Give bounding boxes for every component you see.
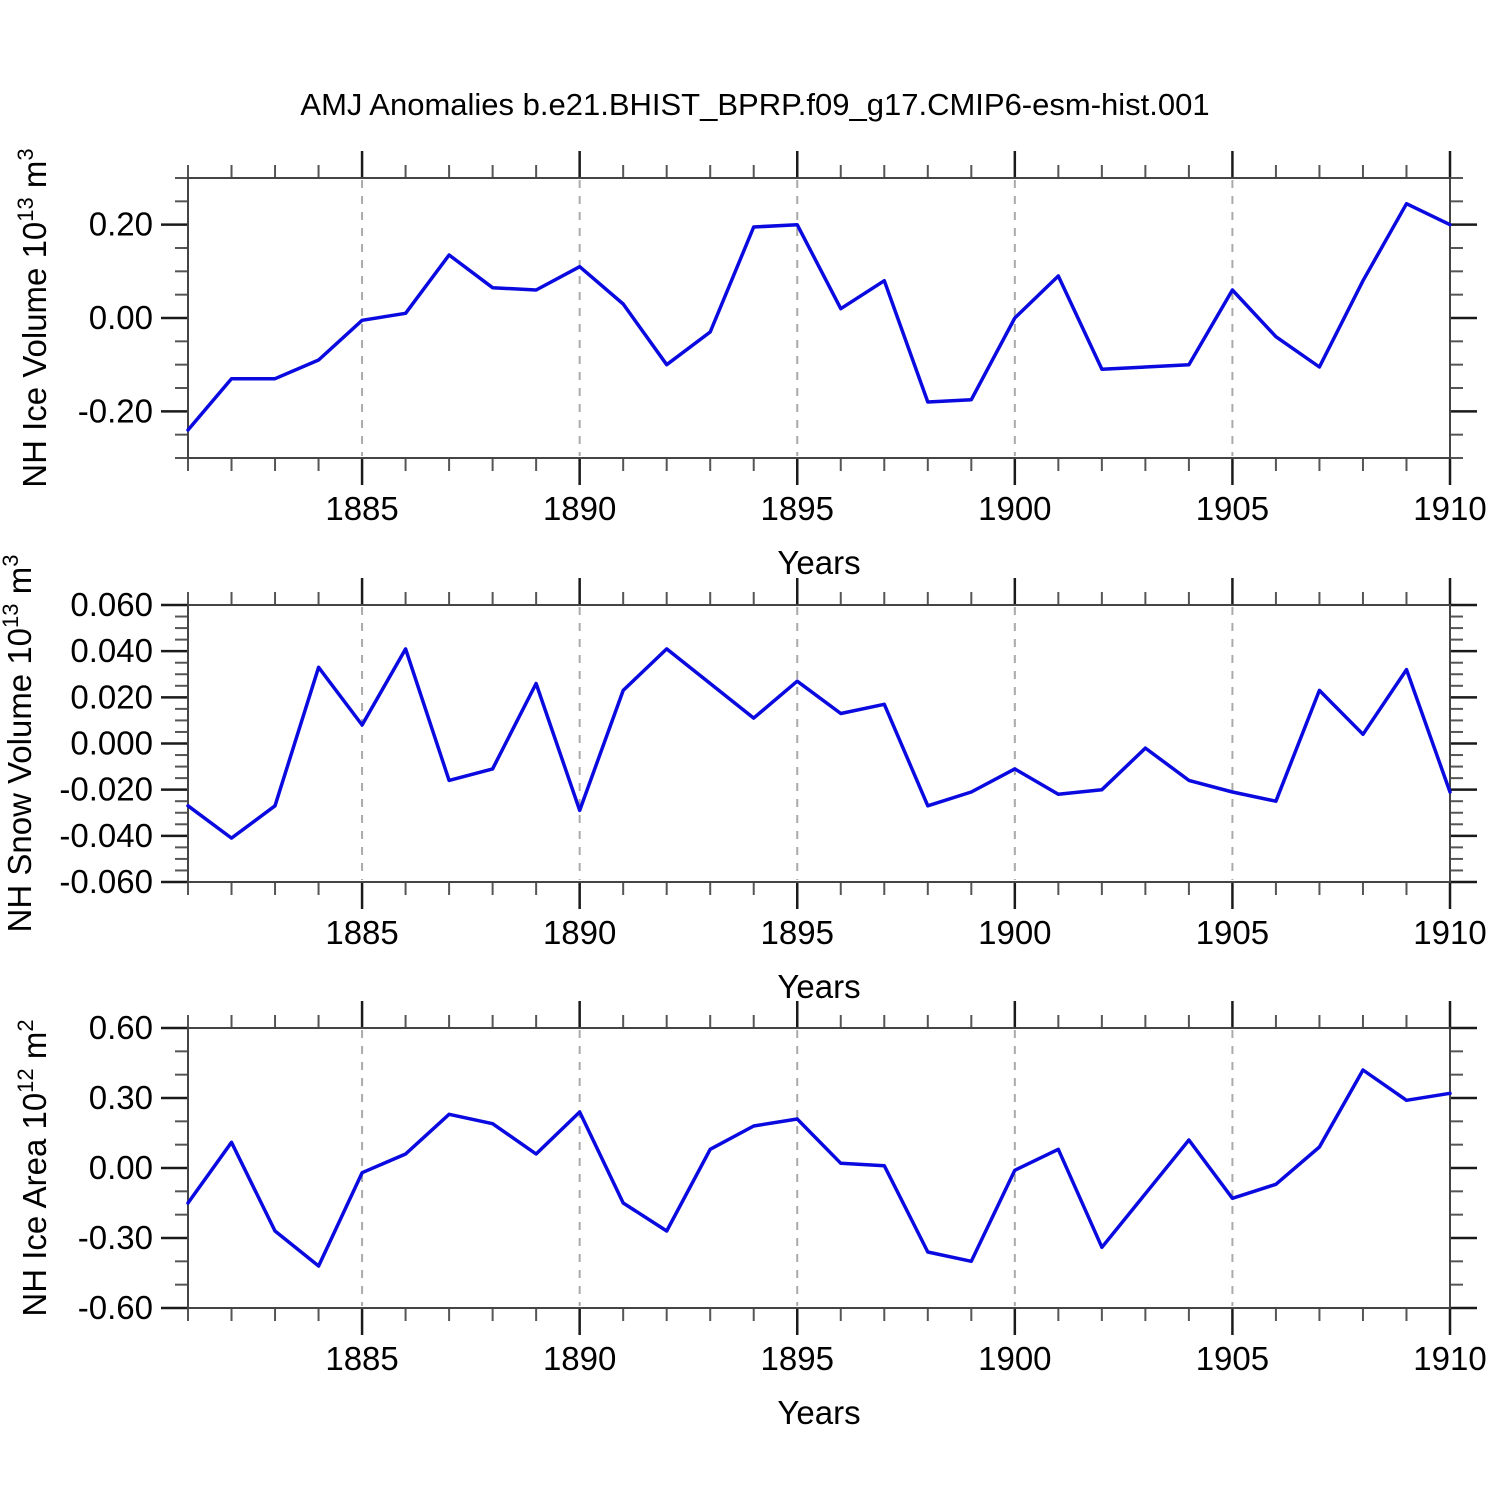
y-tick-label: 0.020 <box>70 678 153 715</box>
y-tick-label: -0.060 <box>59 863 153 900</box>
x-tick-label: 1885 <box>325 490 398 527</box>
x-tick-label: 1910 <box>1413 1340 1486 1377</box>
y-tick-label: -0.60 <box>78 1289 153 1326</box>
x-axis-title: Years <box>777 968 860 1005</box>
y-tick-label: 0.060 <box>70 586 153 623</box>
x-tick-label: 1890 <box>543 1340 616 1377</box>
panel-nh-ice-area: 0.60 0.30 0.00 -0.30 -0.60 1885 1890 1895 1900 19… <box>13 1001 1487 1431</box>
x-tick-label: 1890 <box>543 914 616 951</box>
x-tick-label: 1905 <box>1196 490 1269 527</box>
x-tick-label: 1900 <box>978 914 1051 951</box>
x-tick-label: 1900 <box>978 490 1051 527</box>
plot-frame <box>187 604 1451 883</box>
x-tick-label: 1910 <box>1413 490 1486 527</box>
chart-title: AMJ Anomalies b.e21.BHIST_BPRP.f09_g17.C… <box>300 87 1209 122</box>
y-tick-label: 0.60 <box>89 1009 153 1046</box>
x-tick-label: 1885 <box>325 1340 398 1377</box>
data-line-nh-snow-volume <box>186 647 1452 840</box>
y-tick-label: 0.040 <box>70 632 153 669</box>
x-tick-label: 1905 <box>1196 1340 1269 1377</box>
panel-nh-ice-volume: 0.20 0.00 -0.20 1885 1890 1895 1900 1905 1910 Yea… <box>13 148 1487 581</box>
x-axis-title: Years <box>777 1394 860 1431</box>
y-tick-label: 0.000 <box>70 725 153 762</box>
data-line-nh-ice-volume <box>186 201 1452 432</box>
x-tick-label: 1895 <box>761 914 834 951</box>
plot-frame <box>187 177 1451 459</box>
x-tick-label: 1900 <box>978 1340 1051 1377</box>
panel-nh-snow-volume: 0.060 0.040 0.020 0.000 -0.020 -0.040 -0.060 18… <box>0 555 1487 1005</box>
data-line-nh-ice-area <box>186 1068 1452 1268</box>
x-axis-title: Years <box>777 544 860 581</box>
x-tick-label: 1910 <box>1413 914 1486 951</box>
y-tick-label: -0.040 <box>59 817 153 854</box>
y-tick-label: 0.30 <box>89 1079 153 1116</box>
y-tick-label: -0.30 <box>78 1219 153 1256</box>
y-axis-title: NH Ice Volume 1013 m3 <box>13 148 53 487</box>
x-tick-label: 1890 <box>543 490 616 527</box>
x-tick-label: 1895 <box>761 490 834 527</box>
y-tick-label: -0.020 <box>59 771 153 808</box>
y-axis-title: NH Snow Volume 1013 m3 <box>0 555 38 933</box>
x-tick-label: 1895 <box>761 1340 834 1377</box>
y-tick-label: 0.00 <box>89 299 153 336</box>
y-tick-label: -0.20 <box>78 392 153 429</box>
y-tick-label: 0.20 <box>89 206 153 243</box>
x-tick-label: 1885 <box>325 914 398 951</box>
plot-frame <box>187 1027 1451 1309</box>
y-axis-title: NH Ice Area 1012 m2 <box>13 1019 53 1316</box>
x-tick-label: 1905 <box>1196 914 1269 951</box>
y-tick-label: 0.00 <box>89 1149 153 1186</box>
